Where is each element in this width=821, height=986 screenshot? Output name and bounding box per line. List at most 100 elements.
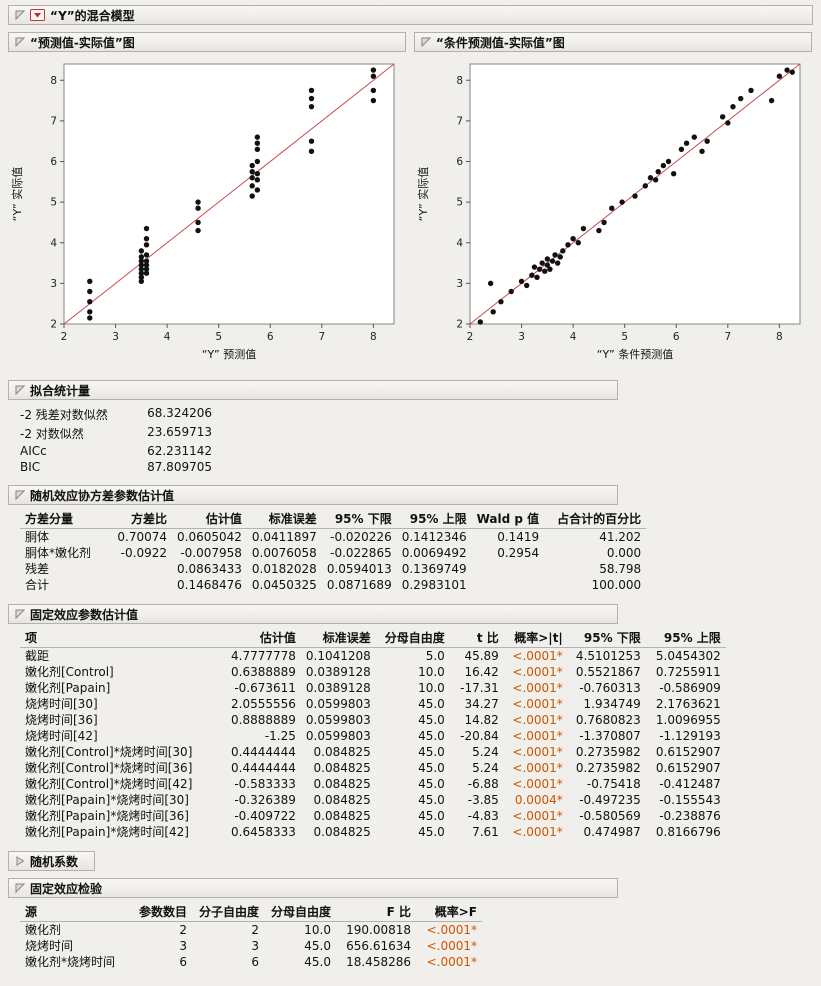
data-point[interactable]: [554, 260, 561, 266]
data-point[interactable]: [665, 158, 672, 165]
data-point[interactable]: [518, 278, 525, 285]
data-point[interactable]: [254, 158, 261, 165]
data-point[interactable]: [560, 248, 566, 254]
data-point[interactable]: [683, 140, 690, 146]
section-header-fit-statistics[interactable]: 拟合统计量: [8, 380, 618, 400]
section-header-conditional-predicted-actual[interactable]: “条件预测值-实际值”图: [414, 32, 812, 52]
data-point[interactable]: [601, 219, 607, 226]
data-point[interactable]: [308, 138, 315, 144]
data-point[interactable]: [143, 258, 150, 264]
data-point[interactable]: [784, 67, 790, 73]
data-point[interactable]: [609, 205, 615, 211]
data-point[interactable]: [138, 266, 145, 272]
section-header-random-effects-covariance[interactable]: 随机效应协方差参数估计值: [8, 485, 618, 505]
data-point[interactable]: [678, 146, 685, 153]
data-point[interactable]: [254, 140, 261, 146]
data-point[interactable]: [143, 242, 150, 248]
section-header-fixed-effect-tests[interactable]: 固定效应检验: [8, 878, 618, 898]
section-header-fixed-effects-parameters[interactable]: 固定效应参数估计值: [8, 604, 618, 624]
data-point[interactable]: [143, 225, 150, 232]
data-point[interactable]: [547, 266, 553, 272]
data-point[interactable]: [542, 268, 548, 274]
data-point[interactable]: [254, 146, 261, 153]
data-point[interactable]: [138, 262, 145, 268]
data-point[interactable]: [524, 282, 530, 289]
disclosure-open-icon[interactable]: [15, 490, 25, 500]
disclosure-open-icon[interactable]: [15, 609, 25, 619]
data-point[interactable]: [534, 274, 540, 280]
data-point[interactable]: [138, 274, 145, 280]
disclosure-open-icon[interactable]: [421, 37, 431, 47]
data-point[interactable]: [531, 264, 538, 270]
data-point[interactable]: [529, 272, 535, 278]
data-point[interactable]: [565, 242, 571, 248]
data-point[interactable]: [691, 134, 697, 140]
data-point[interactable]: [249, 193, 255, 199]
red-triangle-menu-icon[interactable]: [30, 9, 45, 21]
data-point[interactable]: [725, 120, 731, 126]
data-point[interactable]: [254, 177, 261, 183]
predicted-vs-actual-plot[interactable]: 2 3 4 5 6 7 8 2 3 4 5 6 7 8 “Y” 预测值 “Y” 实际值: [8, 54, 406, 368]
data-point[interactable]: [549, 258, 556, 264]
data-point[interactable]: [652, 177, 659, 183]
disclosure-open-icon[interactable]: [15, 37, 25, 47]
data-point[interactable]: [647, 175, 654, 181]
data-point[interactable]: [642, 183, 649, 189]
data-point[interactable]: [536, 266, 543, 272]
data-point[interactable]: [557, 254, 563, 260]
data-point[interactable]: [748, 87, 754, 94]
data-point[interactable]: [596, 227, 602, 234]
data-point[interactable]: [719, 114, 726, 120]
data-point[interactable]: [704, 138, 710, 144]
data-point[interactable]: [619, 199, 625, 205]
data-point[interactable]: [195, 219, 201, 226]
data-point[interactable]: [195, 205, 201, 211]
data-point[interactable]: [508, 288, 514, 295]
data-point[interactable]: [670, 170, 677, 177]
data-point[interactable]: [143, 266, 150, 272]
data-point[interactable]: [570, 235, 576, 242]
data-point[interactable]: [370, 97, 377, 104]
data-point[interactable]: [308, 103, 315, 110]
data-point[interactable]: [490, 309, 496, 315]
disclosure-open-icon[interactable]: [15, 385, 25, 395]
data-point[interactable]: [87, 309, 93, 315]
data-point[interactable]: [575, 240, 581, 246]
section-header-predicted-actual[interactable]: “预测值-实际值”图: [8, 32, 406, 52]
data-point[interactable]: [768, 97, 775, 104]
data-point[interactable]: [195, 227, 201, 234]
data-point[interactable]: [254, 187, 261, 193]
data-point[interactable]: [308, 95, 315, 102]
data-point[interactable]: [552, 252, 558, 258]
data-point[interactable]: [477, 319, 484, 325]
data-point[interactable]: [308, 148, 315, 155]
data-point[interactable]: [138, 248, 145, 254]
data-point[interactable]: [195, 199, 201, 205]
data-point[interactable]: [370, 67, 377, 73]
data-point[interactable]: [87, 288, 93, 295]
data-point[interactable]: [580, 225, 587, 232]
data-point[interactable]: [87, 278, 93, 285]
data-point[interactable]: [308, 87, 315, 94]
data-point[interactable]: [544, 256, 551, 262]
data-point[interactable]: [138, 270, 145, 276]
data-point[interactable]: [143, 270, 150, 276]
data-point[interactable]: [138, 278, 145, 285]
data-point[interactable]: [249, 183, 255, 189]
data-point[interactable]: [249, 175, 255, 181]
data-point[interactable]: [776, 73, 783, 79]
conditional-predicted-vs-actual-plot[interactable]: 2 3 4 5 6 7 8 2 3 4 5 6 7 8 “Y” 条件预测值 “Y” 实际值: [414, 54, 812, 368]
data-point[interactable]: [143, 252, 150, 258]
data-point[interactable]: [254, 170, 261, 177]
data-point[interactable]: [87, 298, 93, 305]
data-point[interactable]: [738, 95, 744, 102]
disclosure-closed-icon[interactable]: [15, 856, 25, 866]
data-point[interactable]: [143, 262, 150, 268]
data-point[interactable]: [370, 87, 377, 94]
data-point[interactable]: [138, 258, 145, 264]
data-point[interactable]: [544, 262, 551, 268]
data-point[interactable]: [249, 168, 255, 175]
data-point[interactable]: [487, 280, 494, 287]
data-point[interactable]: [660, 162, 667, 169]
data-point[interactable]: [498, 298, 504, 305]
